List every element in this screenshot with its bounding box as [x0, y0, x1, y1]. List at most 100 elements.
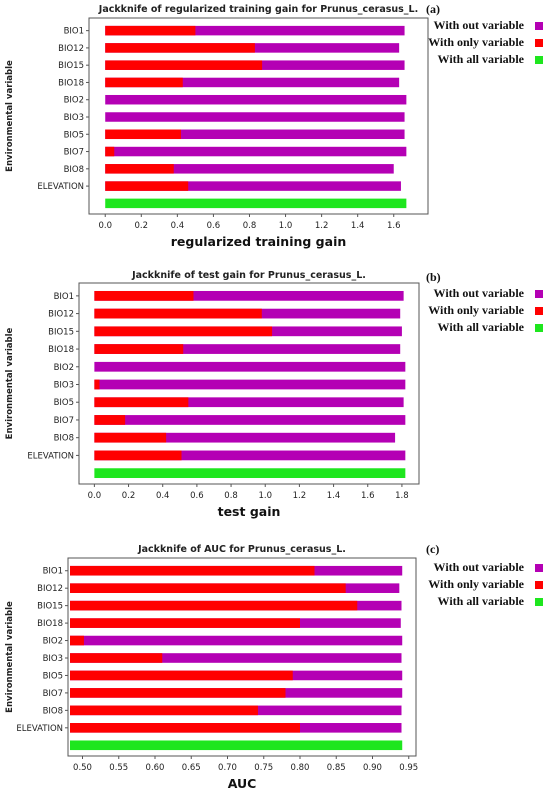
x-tick-label: 0.0	[98, 221, 112, 231]
x-tick-label: 0.65	[182, 763, 201, 773]
bar-without-bio3	[70, 653, 402, 663]
x-tick-label: 0.4	[156, 491, 170, 501]
bar-only-bio12	[105, 43, 255, 53]
y-tick-label: BIO2	[43, 637, 63, 647]
y-tick-label: BIO7	[43, 689, 63, 699]
y-tick-label: BIO12	[48, 310, 74, 320]
x-tick-label: 0.50	[73, 763, 92, 773]
bar-all-variable	[94, 468, 406, 479]
bar-only-bio2	[70, 635, 84, 646]
bar-without-bio7	[94, 415, 406, 425]
bar-without-bio1	[105, 25, 405, 36]
bar-only-bio15	[94, 326, 273, 337]
y-axis-label: Environmental variable	[5, 601, 15, 713]
legend-swatch	[535, 598, 543, 606]
plot-frame	[78, 282, 420, 485]
bar-only-bio7	[94, 415, 126, 425]
y-tick-label: BIO1	[43, 567, 63, 577]
x-tick-label: 1.4	[351, 221, 365, 231]
y-tick-label: BIO1	[64, 27, 84, 37]
bar-without-bio18	[94, 344, 401, 354]
y-tick-label: BIO3	[64, 113, 84, 123]
y-tick-label: BIO18	[58, 78, 84, 88]
bar-only-elevation	[70, 723, 300, 733]
bar-only-bio7	[105, 146, 115, 157]
bar-only-bio15	[105, 60, 263, 70]
panel-label: (a)	[426, 2, 440, 16]
bar-without-bio8	[94, 432, 396, 443]
bar-without-elevation	[105, 181, 401, 191]
y-axis-label: Environmental variable	[5, 327, 15, 439]
bar-without-bio2	[94, 361, 406, 372]
y-tick-label: BIO7	[64, 148, 84, 158]
x-tick-label: 0.8	[243, 221, 257, 231]
x-tick-label: 0.6	[190, 491, 204, 501]
bar-without-bio7	[105, 146, 407, 157]
panel-label: (c)	[426, 542, 439, 556]
bar-only-bio18	[105, 77, 183, 88]
bar-without-bio3	[94, 379, 406, 390]
y-tick-label: BIO5	[43, 671, 63, 681]
x-axis-label: regularized training gain	[171, 234, 347, 249]
y-tick-label: BIO15	[48, 327, 74, 337]
legend-swatch	[535, 324, 543, 332]
legend-label: With out variable	[434, 286, 525, 300]
bar-only-bio15	[70, 600, 358, 611]
bar-all-variable	[105, 198, 407, 209]
legend-swatch	[535, 564, 543, 572]
y-tick-label: ELEVATION	[37, 182, 84, 192]
x-tick-label: 1.4	[327, 491, 341, 501]
y-tick-label: BIO8	[64, 165, 84, 175]
plot-frame	[88, 17, 429, 215]
bar-without-bio18	[105, 77, 400, 88]
bar-only-bio1	[94, 290, 194, 301]
x-tick-label: 1.2	[315, 221, 329, 231]
legend-swatch	[535, 56, 543, 64]
y-tick-label: BIO12	[37, 584, 63, 594]
bar-only-bio1	[70, 565, 315, 576]
legend-label: With out variable	[434, 18, 525, 32]
y-tick-label: BIO2	[64, 96, 84, 106]
y-tick-label: BIO3	[54, 381, 74, 391]
bar-only-bio3	[94, 379, 100, 390]
x-tick-label: 0.70	[218, 763, 237, 773]
bar-without-bio3	[105, 112, 405, 122]
legend-swatch	[535, 39, 543, 47]
y-tick-label: BIO3	[43, 654, 63, 664]
x-tick-label: 0.90	[363, 763, 382, 773]
chart-title: Jackknife of regularized training gain f…	[98, 4, 418, 15]
y-tick-label: BIO5	[54, 398, 74, 408]
bar-only-bio8	[94, 432, 167, 443]
y-tick-label: BIO18	[48, 345, 74, 355]
legend-label: With out variable	[434, 560, 525, 574]
x-tick-label: 0.6	[207, 221, 221, 231]
legend-label: With all variable	[438, 320, 525, 334]
x-tick-label: 0.4	[171, 221, 185, 231]
y-tick-label: BIO2	[54, 363, 74, 373]
y-tick-label: BIO5	[64, 130, 84, 140]
x-tick-label: 0.95	[399, 763, 418, 773]
legend-label: With all variable	[438, 52, 525, 66]
x-axis-label: AUC	[228, 776, 257, 791]
bar-only-bio12	[94, 308, 262, 319]
x-tick-label: 1.2	[293, 491, 307, 501]
panel-label: (b)	[426, 270, 441, 284]
legend-swatch	[535, 307, 543, 315]
legend-label: With only variable	[428, 35, 524, 49]
x-tick-label: 0.0	[88, 491, 102, 501]
bar-only-bio7	[70, 688, 286, 698]
y-axis-label: Environmental variable	[5, 60, 15, 172]
chart-panel-c: Jackknife of AUC for Prunus_cerasus_L. (c…	[5, 542, 543, 791]
y-tick-label: ELEVATION	[16, 724, 63, 734]
x-tick-label: 0.2	[135, 221, 149, 231]
legend-label: With all variable	[438, 594, 525, 608]
y-tick-label: ELEVATION	[27, 451, 74, 461]
legend-label: With only variable	[428, 577, 524, 591]
x-tick-label: 0.60	[146, 763, 165, 773]
y-tick-label: BIO15	[37, 602, 63, 612]
x-tick-label: 0.75	[254, 763, 273, 773]
y-tick-label: BIO7	[54, 416, 74, 426]
bar-without-bio2	[70, 635, 403, 646]
bar-all-variable	[70, 740, 403, 751]
